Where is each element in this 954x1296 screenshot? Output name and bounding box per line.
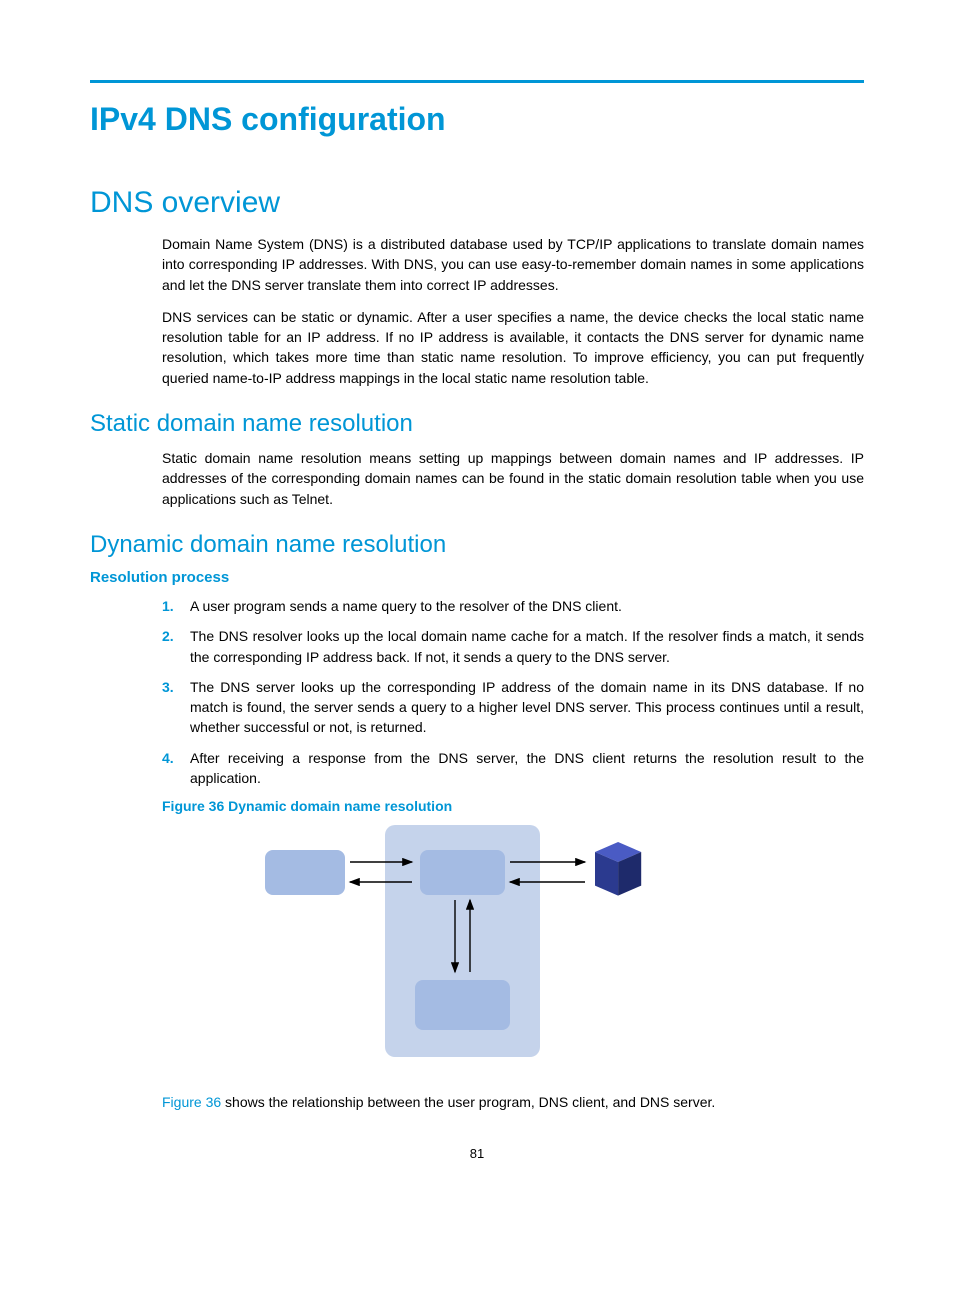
figure-36-diagram (180, 820, 864, 1070)
page-number: 81 (90, 1146, 864, 1161)
list-item: 2.The DNS resolver looks up the local do… (162, 626, 864, 667)
top-rule (90, 80, 864, 83)
resolution-process-heading: Resolution process (90, 569, 864, 586)
subsection-static: Static domain name resolution (90, 410, 864, 438)
step-number: 1. (162, 596, 190, 616)
figure-caption: Figure 36 Dynamic domain name resolution (162, 798, 864, 814)
list-item: 3.The DNS server looks up the correspond… (162, 677, 864, 738)
step-text: After receiving a response from the DNS … (190, 748, 864, 789)
section-heading-overview: DNS overview (90, 186, 864, 220)
intro-block: Domain Name System (DNS) is a distribute… (162, 234, 864, 388)
subsection-dynamic: Dynamic domain name resolution (90, 531, 864, 559)
step-text: The DNS server looks up the correspondin… (190, 677, 864, 738)
intro-paragraph-2: DNS services can be static or dynamic. A… (162, 307, 864, 388)
static-paragraph: Static domain name resolution means sett… (162, 448, 864, 509)
step-text: A user program sends a name query to the… (190, 596, 864, 616)
step-number: 4. (162, 748, 190, 789)
page-title: IPv4 DNS configuration (90, 101, 864, 138)
closing-paragraph: Figure 36 shows the relationship between… (162, 1094, 864, 1110)
step-number: 3. (162, 677, 190, 738)
intro-paragraph-1: Domain Name System (DNS) is a distribute… (162, 234, 864, 295)
static-block: Static domain name resolution means sett… (162, 448, 864, 509)
flowchart-svg (180, 820, 680, 1065)
list-item: 1.A user program sends a name query to t… (162, 596, 864, 616)
resolution-steps-list: 1.A user program sends a name query to t… (162, 596, 864, 788)
list-item: 4.After receiving a response from the DN… (162, 748, 864, 789)
step-number: 2. (162, 626, 190, 667)
closing-text: shows the relationship between the user … (221, 1094, 715, 1110)
figure-reference-link[interactable]: Figure 36 (162, 1094, 221, 1110)
step-text: The DNS resolver looks up the local doma… (190, 626, 864, 667)
